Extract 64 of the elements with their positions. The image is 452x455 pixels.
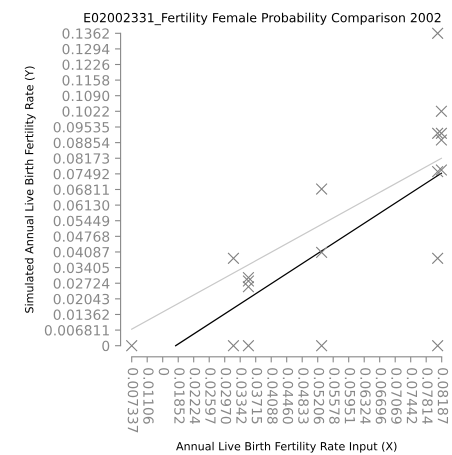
point xyxy=(432,252,444,264)
y-tick-label: 0.02724 xyxy=(54,278,110,289)
x-tick-label: 0.05951 xyxy=(344,368,356,424)
y-tick-label: 0.01362 xyxy=(54,309,109,320)
x-tick-label: 0.07069 xyxy=(391,368,402,424)
point xyxy=(435,105,448,118)
y-tick-label: 0.08854 xyxy=(54,138,110,148)
point xyxy=(126,340,138,352)
y-tick-label: 0.1362 xyxy=(62,28,109,39)
point xyxy=(242,275,254,287)
point xyxy=(435,127,448,140)
y-tick-label: 0.06130 xyxy=(54,200,110,211)
point xyxy=(432,340,444,352)
x-tick-label: 0.02597 xyxy=(205,368,216,424)
y-tick-label: 0.1226 xyxy=(62,59,110,70)
x-tick-label: 0.08187 xyxy=(438,368,448,424)
x-tick-label: 0 xyxy=(158,368,170,376)
y-tick-label: 0.1022 xyxy=(62,106,109,117)
point xyxy=(242,280,254,293)
y-tick-label: 0.09535 xyxy=(54,122,109,132)
y-tick-label: 0.1294 xyxy=(62,44,110,54)
x-tick-label: 0.01852 xyxy=(174,368,185,424)
point xyxy=(316,340,328,352)
chart-title: E02002331_Fertility Female Probability Comparison 2002 xyxy=(84,12,440,26)
x-tick-label: 0.06324 xyxy=(360,368,371,424)
y-axis-title: Simulated Annual Live Birth Fertility Rate (Y) xyxy=(24,66,36,313)
y-tick-label: 0.06811 xyxy=(54,184,109,195)
y-tick-label: 0.05449 xyxy=(54,216,110,226)
y-tick-label: 0.02043 xyxy=(54,294,110,304)
x-tick-label: 0.02970 xyxy=(220,368,232,424)
x-tick-label: 0.04833 xyxy=(298,368,309,424)
point xyxy=(432,27,444,40)
y-tick-label: 0.04087 xyxy=(54,246,109,258)
x-tick-label: 0.03715 xyxy=(252,368,262,424)
x-tick-label: 0.04088 xyxy=(267,368,278,424)
x-tick-label: 0.05206 xyxy=(314,368,324,424)
y-tick-label: 0.07492 xyxy=(54,168,109,180)
y-tick-label: 0.1158 xyxy=(62,75,110,86)
point xyxy=(228,340,240,352)
point xyxy=(242,340,254,352)
x-tick-label: 0.05578 xyxy=(329,368,340,424)
x-tick-label: 0.03342 xyxy=(236,368,247,424)
y-tick-label: 0 xyxy=(102,340,110,352)
y-tick-label: 0.006811 xyxy=(44,325,109,336)
point xyxy=(435,134,448,146)
point xyxy=(432,127,444,140)
x-tick-label: 0.02224 xyxy=(190,368,200,424)
x-tick-label: 0.07814 xyxy=(422,368,433,424)
point xyxy=(228,252,240,264)
x-tick-label: 0.06696 xyxy=(376,368,386,424)
point xyxy=(242,272,254,284)
y-tick-label: 0.08173 xyxy=(54,153,110,164)
x-tick-label: 0.04460 xyxy=(282,368,294,424)
y-tick-label: 0.04768 xyxy=(54,231,110,242)
x-tick-label: 0.007337 xyxy=(128,368,138,432)
point xyxy=(316,183,328,195)
point xyxy=(435,164,448,176)
y-tick-label: 0.03405 xyxy=(54,262,109,274)
x-tick-label: 0.01106 xyxy=(143,368,154,424)
x-tick-label: 0.07442 xyxy=(406,368,418,424)
x-axis-title: Annual Live Birth Fertility Rate Input (X) xyxy=(176,442,396,453)
point xyxy=(316,246,328,258)
point xyxy=(432,166,444,178)
y-tick-label: 0.1090 xyxy=(62,90,110,102)
